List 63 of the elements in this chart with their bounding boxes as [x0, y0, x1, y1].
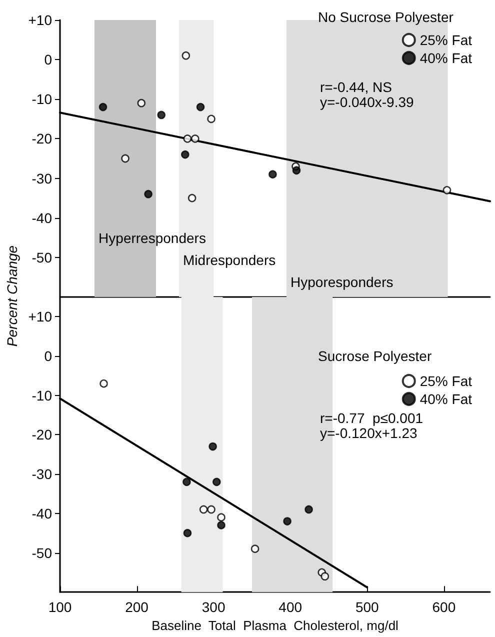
point: [144, 190, 152, 198]
y-tick-label: 0: [44, 52, 52, 68]
point: [121, 154, 130, 163]
point: [191, 134, 200, 143]
point: [217, 513, 226, 522]
x-tick-label: 300: [202, 599, 226, 616]
band-label: Hyporesponders: [290, 274, 394, 290]
point: [199, 505, 208, 514]
point: [208, 442, 217, 451]
point: [207, 114, 216, 124]
y-axis-title: Percent Change: [4, 244, 20, 349]
legend-label: 40% Fat: [420, 391, 472, 407]
point: [183, 134, 192, 143]
point: [283, 517, 292, 526]
legend-title: Sucrose Polyester: [318, 348, 432, 364]
x-tick-label: 600: [432, 599, 456, 616]
x-axis-title: Baseline Total Plasma Cholesterol, mg/dl: [152, 618, 399, 633]
y-tick-label: -10: [32, 91, 52, 108]
point: [181, 150, 190, 159]
legend-label: 25% Fat: [420, 32, 472, 48]
y-tick-label: 0: [44, 348, 52, 364]
point: [250, 544, 260, 553]
y-tick-label: -40: [32, 505, 52, 522]
point: [207, 505, 216, 514]
y-tick-label: -50: [32, 544, 52, 561]
annotation: y=-0.120x+1.23: [320, 425, 418, 441]
point: [182, 51, 190, 60]
y-tick-label: -40: [32, 210, 52, 226]
legend-label: 40% Fat: [420, 50, 472, 66]
point: [182, 478, 191, 486]
point: [292, 166, 301, 175]
y-tick-label: -50: [32, 249, 52, 266]
point: [442, 186, 452, 194]
point: [137, 98, 146, 108]
x-tick-label: 100: [48, 599, 72, 616]
y-tick-label: +10: [28, 12, 52, 28]
legend-label: 25% Fat: [420, 373, 472, 389]
y-tick-label: -30: [32, 170, 52, 186]
y-tick-label: +10: [28, 308, 52, 325]
point: [100, 379, 108, 388]
point: [320, 572, 330, 581]
annotation: r=-0.77 p≤0.001: [320, 410, 424, 426]
y-tick-label: -30: [32, 466, 52, 482]
point: [212, 478, 221, 486]
x-tick-label: 200: [125, 599, 149, 616]
point: [183, 528, 192, 538]
band-label: Midresponders: [183, 252, 276, 268]
point: [188, 194, 196, 202]
legend-title: No Sucrose Polyester: [318, 9, 454, 25]
x-tick-label: 400: [278, 599, 302, 616]
point: [268, 170, 277, 178]
y-tick-label: -10: [32, 387, 52, 404]
annotation: y=-0.040x-9.39: [320, 94, 414, 110]
point: [98, 102, 108, 112]
annotation: r=-0.44, NS: [320, 79, 392, 95]
y-tick-label: -20: [32, 130, 52, 147]
point: [304, 505, 313, 514]
point: [157, 110, 166, 120]
point: [196, 102, 205, 112]
y-tick-label: -20: [32, 426, 52, 443]
point: [217, 521, 226, 530]
band-label: Hyperresponders: [98, 230, 206, 246]
x-tick-label: 500: [355, 599, 380, 616]
